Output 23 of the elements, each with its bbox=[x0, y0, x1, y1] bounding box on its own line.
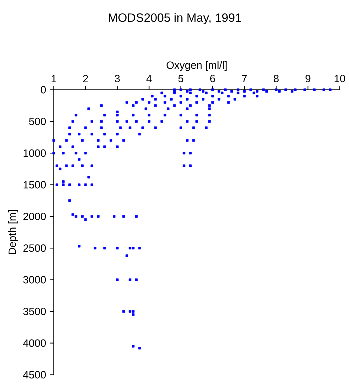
y-tick-label: 0 bbox=[40, 86, 46, 94]
y-tick-label: 2500 bbox=[24, 244, 46, 252]
x-tick-label: 4 bbox=[146, 75, 152, 82]
y-tick-label: 4000 bbox=[23, 340, 46, 348]
x-tick-label: 8 bbox=[274, 75, 279, 82]
chart-title: MODS2005 in May, 1991 bbox=[108, 13, 242, 25]
y-axis-title: Depth [m] bbox=[8, 210, 18, 254]
y-tick-label: 2000 bbox=[24, 212, 46, 220]
y-tick-label: 500 bbox=[29, 118, 46, 126]
y-tick-label: 1500 bbox=[24, 181, 46, 189]
y-tick-label: 1000 bbox=[24, 150, 46, 158]
x-tick-label: 6 bbox=[210, 75, 216, 82]
x-tick-label: 2 bbox=[83, 75, 88, 82]
x-tick-label: 1 bbox=[52, 75, 56, 82]
x-tick-label: 9 bbox=[306, 75, 311, 82]
y-tick-label: 3000 bbox=[23, 276, 46, 284]
x-tick-label: 3 bbox=[114, 75, 120, 82]
x-tick-label: 7 bbox=[242, 75, 247, 82]
y-tick-label: 3500 bbox=[23, 308, 46, 316]
y-tick-label: 4500 bbox=[23, 371, 46, 379]
x-tick-label: 5 bbox=[178, 75, 184, 82]
x-tick-label: 10 bbox=[334, 75, 346, 82]
x-axis-title: Oxygen [ml/l] bbox=[166, 61, 227, 72]
